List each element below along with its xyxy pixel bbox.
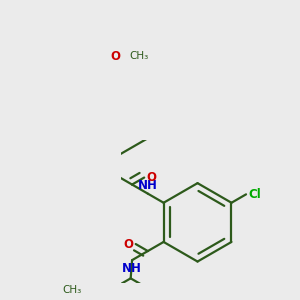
Text: NH: NH [122,262,142,275]
Text: CH₃: CH₃ [129,52,148,61]
Text: Cl: Cl [249,188,262,201]
Text: NH: NH [138,178,158,191]
Text: O: O [110,50,120,64]
Text: O: O [146,171,156,184]
Text: CH₃: CH₃ [62,285,81,295]
Text: O: O [124,238,134,250]
